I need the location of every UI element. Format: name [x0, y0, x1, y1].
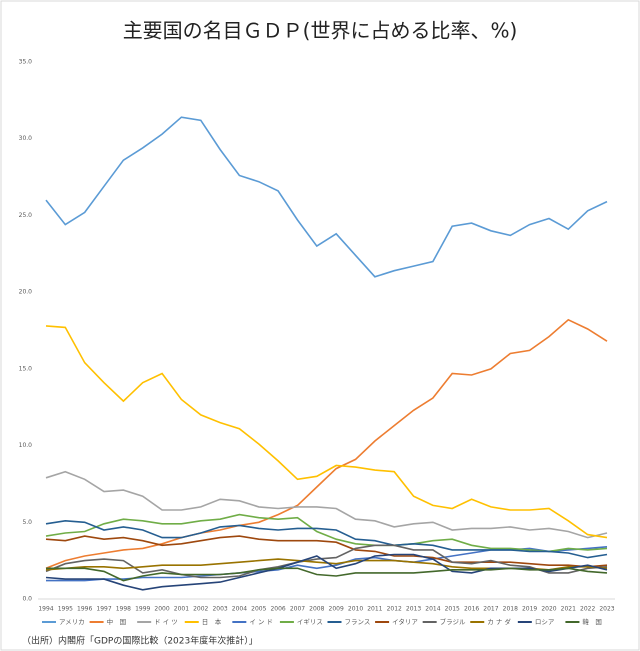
legend-label: カ ナ ダ: [487, 617, 511, 626]
legend-label: イギリス: [297, 618, 323, 626]
x-tick-label: 2022: [580, 606, 595, 613]
series-line: [45, 519, 608, 559]
x-tick-label: 1999: [135, 606, 150, 613]
x-tick-label: 2002: [193, 606, 208, 613]
x-tick-label: 1995: [58, 606, 73, 613]
legend-label: ド イ ツ: [154, 618, 178, 626]
y-tick-label: 35.0: [19, 59, 33, 66]
x-tick-label: 2004: [232, 606, 247, 613]
y-tick-label: 25.0: [19, 212, 33, 219]
series-line: [45, 513, 608, 553]
legend-label: 韓 国: [582, 617, 602, 626]
x-tick-label: 2001: [174, 606, 189, 613]
legend-label: ロシア: [535, 618, 555, 626]
x-tick-label: 2013: [406, 606, 421, 613]
x-tick-label: 2020: [541, 606, 556, 613]
chart-title: 主要国の名目ＧＤＰ(世界に占める比率、%): [123, 19, 518, 43]
legend-label: 中 国: [107, 617, 127, 626]
x-tick-label: 2006: [270, 606, 285, 613]
y-tick-label: 20.0: [19, 289, 33, 296]
legend-label: フランス: [345, 618, 371, 626]
x-tick-label: 2000: [154, 606, 169, 613]
x-tick-label: 2017: [483, 606, 498, 613]
x-tick-label: 2008: [309, 606, 324, 613]
y-tick-label: 0.0: [22, 596, 32, 603]
series-line: [45, 116, 608, 278]
x-tick-label: 2012: [387, 606, 402, 613]
series-line: [46, 567, 608, 582]
x-tick-label: 2005: [251, 606, 266, 613]
series-line: [45, 470, 608, 539]
y-tick-label: 30.0: [19, 135, 33, 142]
series-line: [45, 318, 608, 570]
x-tick-label: 1998: [116, 606, 131, 613]
x-tick-label: 1997: [96, 606, 111, 613]
x-tick-label: 2009: [329, 606, 344, 613]
x-tick-label: 2010: [348, 606, 363, 613]
x-tick-label: 2016: [464, 606, 479, 613]
x-tick-label: 2015: [445, 606, 460, 613]
legend-label: イタリア: [392, 617, 418, 626]
series-line: [45, 544, 608, 579]
x-tick-label: 2011: [367, 606, 382, 613]
x-tick-label: 2018: [503, 606, 518, 613]
y-tick-label: 5.0: [22, 519, 32, 526]
series-line: [45, 535, 608, 568]
y-tick-label: 10.0: [19, 442, 33, 449]
legend-label: 日 本: [202, 617, 222, 626]
legend-label: イ ン ド: [249, 618, 273, 626]
series-line: [45, 325, 608, 539]
legend-label: アメリカ: [59, 618, 85, 626]
x-tick-label: 2007: [290, 606, 305, 613]
x-tick-label: 2023: [599, 606, 614, 613]
source-note: （出所）内閣府「GDPの国際比較（2023年度年次推計）」: [22, 635, 258, 647]
x-tick-label: 1994: [38, 606, 53, 613]
x-tick-label: 2003: [212, 606, 227, 613]
x-tick-label: 2019: [522, 606, 537, 613]
y-tick-label: 15.0: [19, 365, 33, 372]
x-tick-label: 1996: [77, 606, 92, 613]
x-tick-label: 2021: [561, 606, 576, 613]
legend-label: ブラジル: [440, 617, 466, 626]
x-tick-label: 2014: [425, 606, 440, 613]
